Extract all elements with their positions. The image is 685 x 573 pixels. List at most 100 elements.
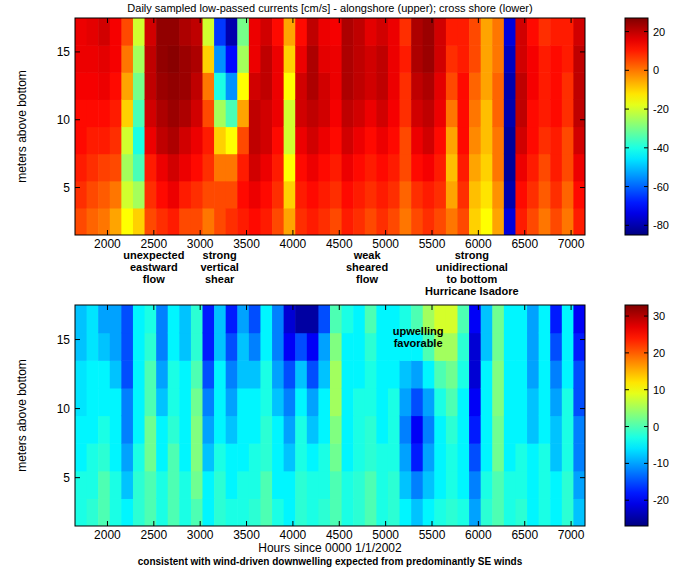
cell [388,127,400,155]
cell [515,99,527,127]
cell [226,154,238,182]
cell [388,154,400,182]
cell [365,471,377,499]
cell [434,443,446,471]
cell [400,208,412,235]
cell [284,416,296,444]
annotation: flow [356,273,378,285]
cell [260,443,272,471]
cell [203,498,215,526]
cell [573,154,585,182]
cell [330,127,342,155]
cell [342,416,354,444]
cell [504,443,516,471]
colorbar-tick [644,109,648,110]
cell [515,305,527,333]
cell [307,18,319,46]
cell [434,99,446,127]
cell [539,471,551,499]
cell [179,498,191,526]
cell [515,45,527,73]
cell [550,360,562,388]
cell [423,416,435,444]
cell [98,208,110,235]
cell [260,72,272,100]
cell [411,127,423,155]
cell [295,388,307,416]
cell [539,388,551,416]
cell [133,181,145,209]
cell [214,99,226,127]
cell [458,45,470,73]
cell [237,416,249,444]
x-tick [107,230,108,235]
cell [249,18,261,46]
cell [272,305,284,333]
cell [469,333,481,361]
cell [550,388,562,416]
cell [145,45,157,73]
cell [492,208,504,235]
cell [272,181,284,209]
y-tick [75,51,80,52]
y-axis-title: meters above bottom [15,359,29,472]
x-axis-title: Hours since 0000 1/1/2002 [258,541,402,555]
cell [110,18,122,46]
cell [481,305,493,333]
cell [179,127,191,155]
cell [400,45,412,73]
cell [492,416,504,444]
cell [156,99,168,127]
cell [527,360,539,388]
cell [353,305,365,333]
cell [133,360,145,388]
cell [550,181,562,209]
cell [388,498,400,526]
cell [295,471,307,499]
cell [481,127,493,155]
cell [179,18,191,46]
cell [434,72,446,100]
cell [504,72,516,100]
cell [330,72,342,100]
cell [458,127,470,155]
cell [342,333,354,361]
cell [469,127,481,155]
cell [562,154,574,182]
cell [446,416,458,444]
cell [411,45,423,73]
cell [295,208,307,235]
cell [527,181,539,209]
cell [214,18,226,46]
cell [87,18,99,46]
cell [353,471,365,499]
cell [237,154,249,182]
colorbar-tick [625,463,629,464]
cell [110,181,122,209]
cell [307,181,319,209]
x-tick-label: 7000 [558,528,585,542]
cell [226,471,238,499]
cell [203,181,215,209]
cell [284,127,296,155]
cell [98,154,110,182]
cell [318,154,330,182]
cell [330,18,342,46]
cell [237,443,249,471]
cell [388,471,400,499]
cell [133,388,145,416]
cell [434,181,446,209]
cell [318,45,330,73]
cell [434,18,446,46]
cell [214,127,226,155]
cell [307,99,319,127]
cell [318,333,330,361]
colorbar-tick [625,186,629,187]
cell [237,498,249,526]
cell [562,305,574,333]
cell [539,181,551,209]
x-tick-label: 7000 [558,237,585,251]
cell [168,99,180,127]
cell [492,498,504,526]
cell [133,72,145,100]
